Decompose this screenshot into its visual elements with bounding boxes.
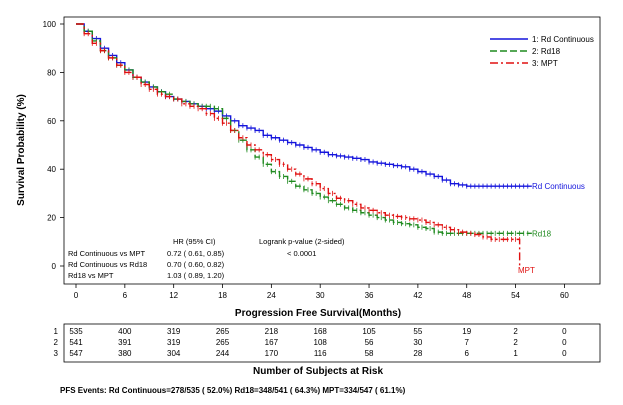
y-axis: 0 20 40 60 80 100: [43, 20, 64, 271]
survival-curve-1: [76, 23, 532, 187]
x-tick-label: 6: [123, 291, 128, 300]
x-tick-label: 0: [74, 291, 79, 300]
x-tick-label: 42: [413, 291, 422, 300]
footer-events: PFS Events: Rd Continuous=278/535 ( 52.0…: [60, 386, 406, 395]
hr-row-label: Rd18 vs MPT: [68, 271, 114, 280]
hr-row-label: Rd Continuous vs Rd18: [68, 260, 147, 269]
end-label-2: Rd18: [532, 229, 552, 238]
risk-cell: 56: [365, 338, 374, 347]
curve-end-labels: Rd Continuous Rd18 MPT: [518, 182, 585, 275]
risk-cell: 0: [562, 327, 567, 336]
risk-cell: 2: [513, 327, 518, 336]
risk-cell: 547: [69, 349, 83, 358]
plot-frame: [63, 16, 601, 285]
x-tick-label: 18: [218, 291, 227, 300]
x-axis: 0 6 12 18 24 30 36 42 48 54 60: [74, 284, 569, 300]
risk-cell: 400: [118, 327, 132, 336]
end-label-1: Rd Continuous: [532, 182, 585, 191]
hr-row-label: Rd Continuous vs MPT: [68, 249, 146, 258]
x-tick-label: 60: [560, 291, 569, 300]
risk-cell: 108: [314, 338, 328, 347]
risk-cell: 105: [362, 327, 376, 336]
hr-row-value: 0.72 ( 0.61, 0.85): [167, 249, 225, 258]
y-tick-label: 20: [47, 214, 56, 223]
risk-table-title: Number of Subjects at Risk: [253, 366, 383, 377]
survival-curves: [76, 23, 532, 266]
risk-cell: 168: [314, 327, 328, 336]
risk-cell: 58: [365, 349, 374, 358]
risk-cell: 28: [413, 349, 422, 358]
risk-cell: 218: [265, 327, 279, 336]
risk-cell: 380: [118, 349, 132, 358]
risk-row-id: 1: [54, 327, 59, 336]
x-tick-label: 36: [365, 291, 374, 300]
risk-cell: 304: [167, 349, 181, 358]
hr-row-value: 0.70 ( 0.60, 0.82): [167, 260, 225, 269]
risk-cell: 0: [562, 338, 567, 347]
risk-table: 535 400 319 265 218 168 105 55 19 2 0 541 391 319 265 1…: [69, 327, 567, 358]
logrank-value: < 0.0001: [287, 249, 316, 258]
risk-cell: 541: [69, 338, 83, 347]
y-axis-title: Survival Probability (%): [16, 94, 27, 206]
risk-cell: 265: [216, 338, 230, 347]
survival-curve-2: [76, 23, 532, 235]
x-tick-label: 24: [267, 291, 276, 300]
risk-table-frame: [63, 323, 601, 363]
risk-cell: 319: [167, 327, 181, 336]
risk-cell: 116: [314, 349, 327, 358]
risk-cell: 0: [562, 349, 567, 358]
x-tick-label: 54: [511, 291, 520, 300]
y-tick-label: 0: [52, 262, 57, 271]
risk-cell: 319: [167, 338, 181, 347]
y-tick-label: 100: [43, 20, 57, 29]
risk-cell: 535: [69, 327, 83, 336]
risk-cell: 30: [413, 338, 422, 347]
x-tick-label: 12: [169, 291, 178, 300]
risk-cell: 2: [513, 338, 518, 347]
legend-label-3: 3: MPT: [532, 59, 558, 68]
x-tick-label: 30: [316, 291, 325, 300]
hr-row-value: 1.03 ( 0.89, 1.20): [167, 271, 225, 280]
risk-cell: 7: [464, 338, 469, 347]
end-label-3: MPT: [518, 266, 535, 275]
risk-cell: 170: [265, 349, 279, 358]
risk-cell: 55: [413, 327, 422, 336]
risk-cell: 244: [216, 349, 230, 358]
legend: 1: Rd Continuous 2: Rd18 3: MPT: [490, 35, 594, 68]
x-tick-label: 48: [462, 291, 471, 300]
legend-label-2: 2: Rd18: [532, 47, 561, 56]
y-tick-label: 40: [47, 165, 56, 174]
y-tick-label: 80: [47, 68, 56, 77]
risk-cell: 1: [513, 349, 518, 358]
y-tick-label: 60: [47, 117, 56, 126]
logrank-label: Logrank p-value (2-sided): [259, 237, 345, 246]
x-axis-title: Progression Free Survival(Months): [235, 308, 401, 319]
risk-cell: 391: [118, 338, 132, 347]
risk-cell: 19: [462, 327, 471, 336]
risk-cell: 265: [216, 327, 230, 336]
risk-table-row-ids: 1 2 3: [54, 327, 59, 358]
risk-cell: 167: [265, 338, 279, 347]
legend-label-1: 1: Rd Continuous: [532, 35, 594, 44]
hr-annotation: HR (95% CI) Rd Continuous vs MPT 0.72 ( …: [68, 237, 345, 280]
risk-row-id: 3: [54, 349, 59, 358]
hr-header: HR (95% CI): [173, 237, 216, 246]
risk-row-id: 2: [54, 338, 59, 347]
risk-cell: 6: [464, 349, 469, 358]
